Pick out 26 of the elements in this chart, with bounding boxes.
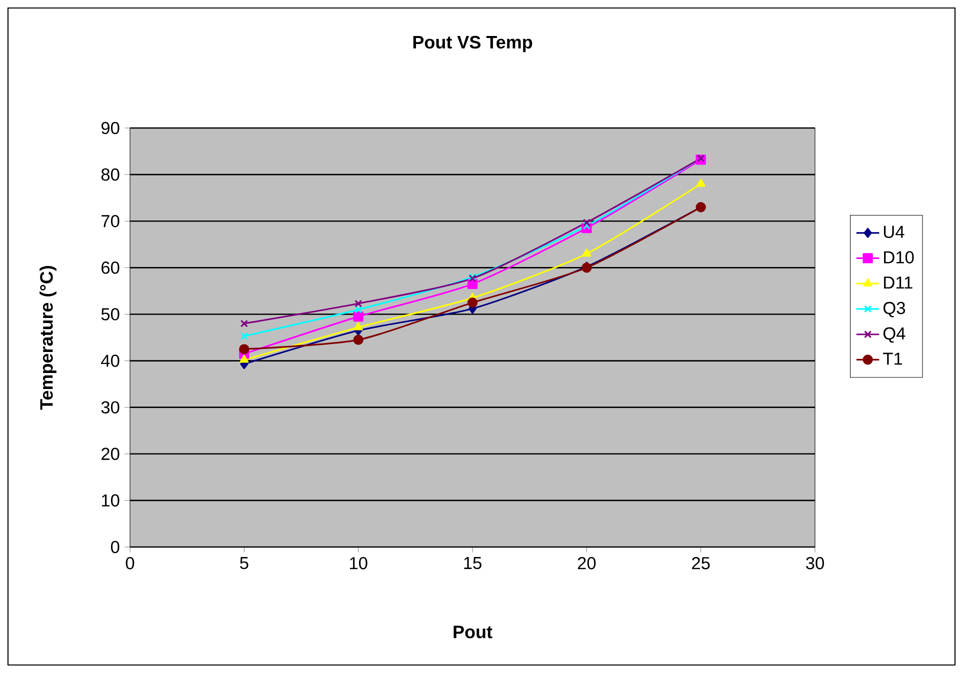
- y-tick-label: 0: [110, 540, 120, 554]
- legend-label: Q3: [883, 302, 906, 318]
- x-tick-label: 0: [126, 557, 134, 570]
- x-tick-label: 15: [464, 557, 482, 570]
- legend-label: T1: [883, 352, 902, 365]
- legend-label: Q4: [883, 327, 906, 343]
- y-tick-label: 10: [102, 494, 120, 507]
- chart-title: Pout VS Temp: [413, 36, 532, 52]
- x-tick-label: 25: [692, 557, 710, 570]
- x-tick-label: 10: [350, 557, 368, 570]
- x-tick-label: 30: [806, 557, 824, 570]
- x-tick-label: 5: [240, 557, 248, 570]
- legend-label: U4: [884, 226, 904, 238]
- x-axis-title: Pout: [454, 626, 492, 638]
- y-axis-title: Temperature (°C): [40, 266, 56, 410]
- y-tick-label: 60: [102, 262, 120, 274]
- y-tick-label: 80: [101, 168, 120, 181]
- y-tick-label: 50: [101, 308, 120, 320]
- legend-label: D11: [884, 276, 912, 289]
- y-tick-label: 70: [102, 214, 120, 228]
- y-tick-label: 40: [101, 354, 120, 367]
- y-tick-label: 30: [101, 401, 120, 414]
- y-tick-label: 90: [101, 122, 120, 134]
- legend-label: D10: [884, 251, 914, 264]
- x-tick-label: 20: [578, 557, 596, 570]
- y-tick-label: 20: [102, 448, 120, 460]
